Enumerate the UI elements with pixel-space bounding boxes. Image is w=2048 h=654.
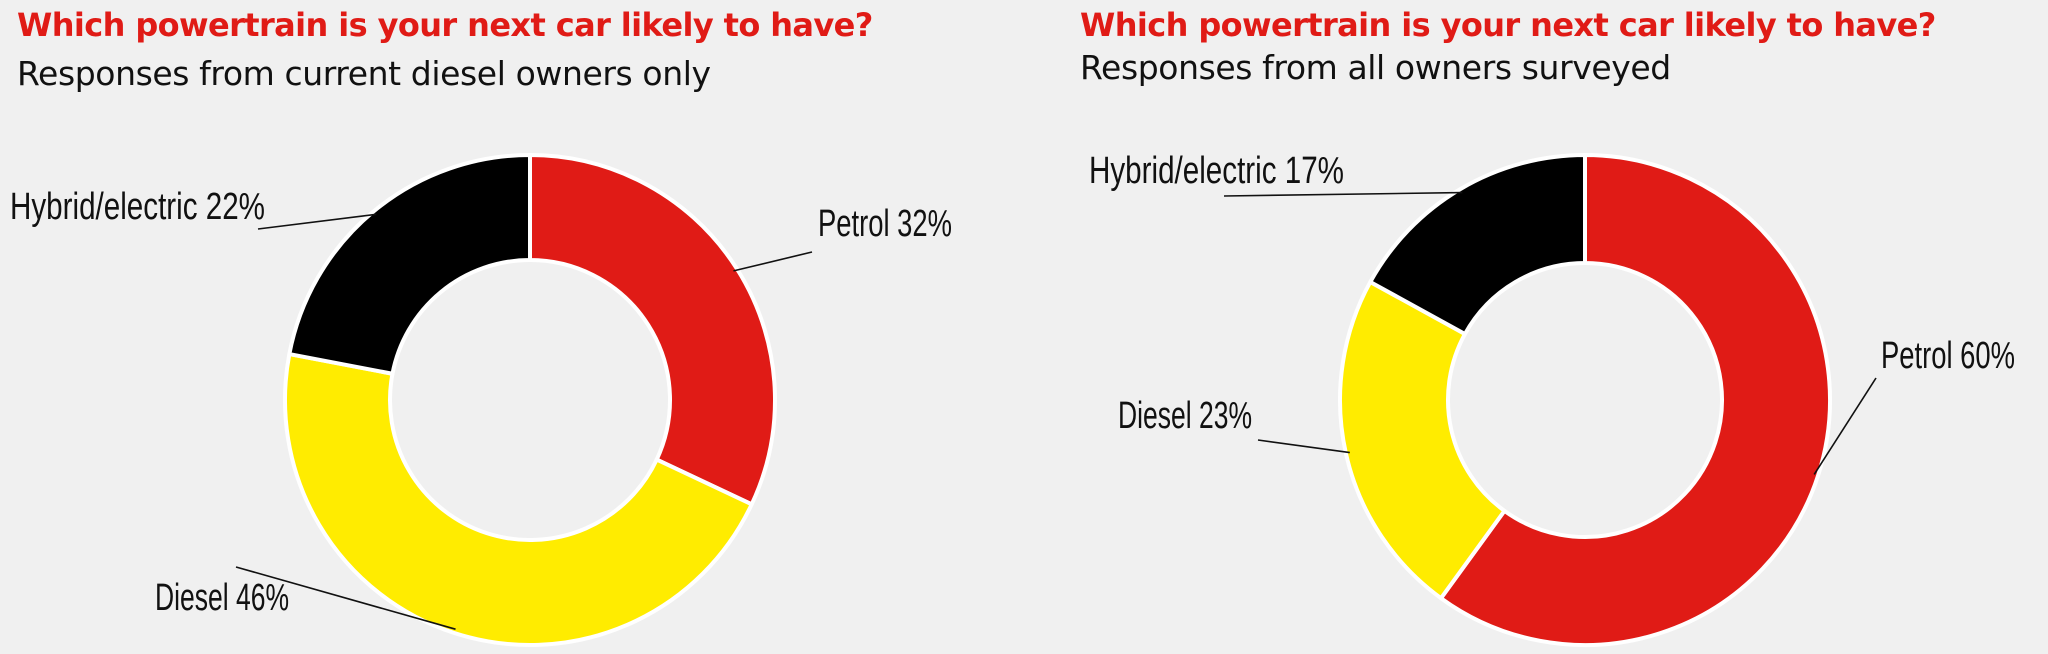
donut-chart-diesel-owners: Petrol 32% Diesel 46% Hybrid/electric 22%: [10, 153, 952, 647]
donut-slice-diesel: [283, 352, 754, 647]
leader-line-diesel: [235, 566, 456, 630]
donut-slice-hybrid-electric: [1368, 153, 1587, 336]
donut-slice-hybrid-electric: [287, 153, 532, 376]
chart-panel-diesel-owners: Which powertrain is your next car likely…: [10, 6, 952, 647]
slice-label-diesel: Diesel 23%: [1118, 395, 1252, 437]
leader-line-hybrid-electric: [257, 213, 377, 230]
slice-label-hybrid-electric: Hybrid/electric 17%: [1089, 150, 1344, 192]
leader-line-diesel: [1257, 439, 1350, 454]
chart-title: Which powertrain is your next car likely…: [1080, 6, 1936, 44]
chart-panel-all-owners: Which powertrain is your next car likely…: [1024, 0, 2048, 654]
slice-label-diesel: Diesel 46%: [155, 577, 289, 619]
chart-title: Which powertrain is your next car likely…: [17, 6, 873, 44]
chart-subtitle: Responses from current diesel owners onl…: [17, 54, 711, 93]
slice-label-hybrid-electric: Hybrid/electric 22%: [10, 186, 265, 228]
donut-slice-petrol: [528, 153, 777, 507]
donut-slice-diesel: [1338, 279, 1507, 601]
donut-chart-all-owners: Petrol 60% Diesel 23% Hybrid/electric 17%: [1089, 150, 2015, 647]
slice-label-petrol: Petrol 32%: [818, 203, 952, 245]
donut-slice-petrol: [1438, 153, 1832, 647]
leader-line-petrol: [1813, 377, 1877, 475]
chart-subtitle: Responses from all owners surveyed: [1080, 48, 1671, 87]
leader-line-petrol: [733, 251, 813, 272]
slice-label-petrol: Petrol 60%: [1881, 335, 2015, 377]
leader-line-hybrid-electric: [1223, 191, 1463, 197]
